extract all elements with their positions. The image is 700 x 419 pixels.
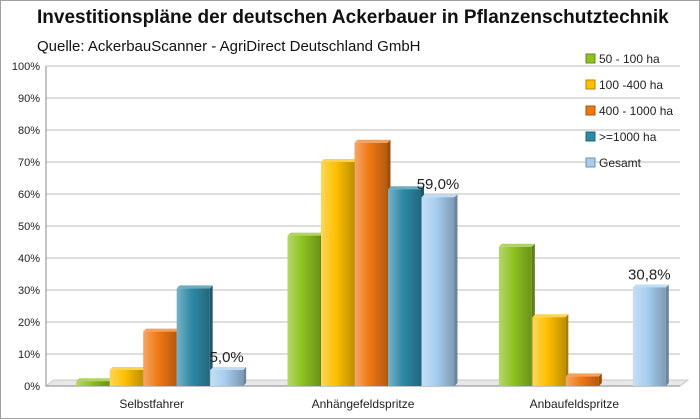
bar-top bbox=[109, 367, 146, 370]
bar-side bbox=[454, 194, 458, 386]
y-tick-label: 10% bbox=[18, 349, 40, 361]
legend-label: 400 - 1000 ha bbox=[599, 104, 673, 118]
bar bbox=[143, 331, 177, 386]
bar-side bbox=[209, 285, 213, 386]
bar-top bbox=[76, 378, 113, 382]
bar-side bbox=[598, 373, 602, 386]
y-tick-label: 60% bbox=[18, 189, 40, 201]
legend-swatch bbox=[585, 79, 596, 90]
legend-label: 50 - 100 ha bbox=[599, 52, 660, 66]
legend-swatch bbox=[585, 131, 596, 142]
y-tick-label: 80% bbox=[18, 125, 40, 137]
bar-top bbox=[321, 159, 357, 162]
bar bbox=[210, 370, 244, 386]
category-label: Anhängefeldspritze bbox=[312, 397, 415, 411]
bar bbox=[388, 189, 421, 386]
bar bbox=[532, 317, 566, 386]
legend-swatch bbox=[585, 105, 596, 116]
data-label: 5,0% bbox=[210, 349, 244, 366]
bar-top bbox=[421, 194, 458, 198]
bar bbox=[632, 287, 666, 386]
bar bbox=[109, 370, 143, 386]
legend-label: Gesamt bbox=[599, 156, 642, 170]
y-tick-label: 30% bbox=[18, 285, 40, 297]
legend-label: 100 -400 ha bbox=[599, 78, 663, 92]
bar bbox=[421, 197, 455, 386]
bar bbox=[176, 288, 210, 386]
y-tick-label: 40% bbox=[18, 253, 40, 265]
bar bbox=[498, 246, 532, 386]
bar-top bbox=[388, 186, 424, 190]
legend-swatch bbox=[585, 157, 596, 168]
chart-title: Investitionspläne der deutschen Ackerbau… bbox=[37, 7, 669, 28]
category-label: Selbstfahrer bbox=[119, 397, 184, 411]
data-label: 30,8% bbox=[628, 266, 671, 283]
bar-top bbox=[532, 314, 569, 318]
bar-side bbox=[565, 314, 569, 386]
bar bbox=[287, 235, 321, 386]
bar-side bbox=[665, 284, 669, 386]
chart-subtitle: Quelle: AckerbauScanner - AgriDirect Deu… bbox=[37, 38, 421, 55]
data-label: 59,0% bbox=[417, 176, 460, 193]
bar-top bbox=[287, 232, 324, 236]
bar-top bbox=[354, 139, 391, 143]
y-tick-label: 20% bbox=[18, 317, 40, 329]
bar-top bbox=[498, 243, 535, 247]
legend-label: >=1000 ha bbox=[599, 130, 657, 144]
y-tick-label: 90% bbox=[18, 93, 40, 105]
category-label: Anbaufeldspritze bbox=[530, 397, 620, 411]
y-tick-label: 100% bbox=[12, 61, 40, 73]
bar-top bbox=[210, 367, 247, 370]
bar bbox=[354, 142, 388, 386]
bar-top bbox=[565, 373, 602, 377]
y-tick-label: 70% bbox=[18, 157, 40, 169]
bar-top bbox=[143, 328, 180, 332]
bar-side bbox=[243, 367, 247, 386]
bar bbox=[76, 381, 110, 386]
legend-swatch bbox=[585, 53, 596, 64]
bar bbox=[321, 162, 354, 386]
bar-top bbox=[176, 285, 213, 289]
bar bbox=[565, 376, 599, 386]
y-tick-label: 0% bbox=[24, 381, 40, 393]
y-tick-label: 50% bbox=[18, 221, 40, 233]
bar-top bbox=[632, 284, 669, 288]
